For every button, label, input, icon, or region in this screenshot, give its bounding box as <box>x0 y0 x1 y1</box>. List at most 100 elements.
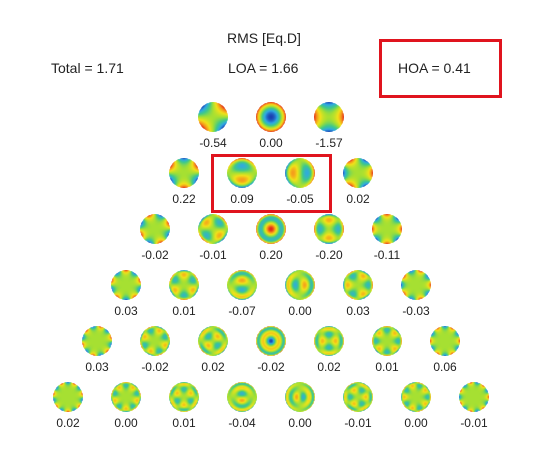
zernike-mode-6-3: -0.02 <box>256 326 286 374</box>
zernike-coefficient-label: 0.01 <box>172 304 196 318</box>
zernike-mode-4-4: -0.11 <box>372 214 402 262</box>
zernike-mode-map <box>343 382 373 412</box>
zernike-mode-2-0: -0.54 <box>198 102 228 150</box>
zernike-mode-7-4: 0.00 <box>285 382 315 430</box>
zernike-mode-5-4: 0.03 <box>343 270 373 318</box>
zernike-coefficient-label: -0.05 <box>286 192 314 206</box>
zernike-coefficient-label: -0.02 <box>141 360 169 374</box>
zernike-mode-3-1: 0.09 <box>227 158 257 206</box>
zernike-mode-3-2: -0.05 <box>285 158 315 206</box>
zernike-coefficient-label: -0.02 <box>141 248 169 262</box>
zernike-mode-map <box>111 270 141 300</box>
zernike-mode-5-3: 0.00 <box>285 270 315 318</box>
zernike-mode-map <box>169 158 199 188</box>
zernike-coefficient-label: 0.00 <box>288 304 312 318</box>
zernike-coefficient-label: 0.06 <box>433 360 457 374</box>
zernike-mode-6-2: 0.02 <box>198 326 228 374</box>
zernike-mode-map <box>198 102 228 132</box>
zernike-mode-map <box>169 270 199 300</box>
zernike-coefficient-label: -0.01 <box>199 248 227 262</box>
zernike-mode-map <box>401 382 431 412</box>
zernike-mode-map <box>82 326 112 356</box>
zernike-mode-map <box>198 326 228 356</box>
loa-rms-label: LOA = 1.66 <box>228 60 299 76</box>
zernike-coefficient-label: 0.02 <box>201 360 225 374</box>
zernike-mode-map <box>227 158 257 188</box>
zernike-mode-4-2: 0.20 <box>256 214 286 262</box>
zernike-mode-map <box>401 270 431 300</box>
zernike-mode-5-0: 0.03 <box>111 270 141 318</box>
hoa-rms-label: HOA = 0.41 <box>398 60 471 76</box>
zernike-coefficient-label: -0.54 <box>199 136 227 150</box>
zernike-mode-7-2: 0.01 <box>169 382 199 430</box>
zernike-coefficient-label: 0.01 <box>172 416 196 430</box>
zernike-mode-5-1: 0.01 <box>169 270 199 318</box>
zernike-mode-6-5: 0.01 <box>372 326 402 374</box>
zernike-mode-map <box>53 382 83 412</box>
zernike-mode-map <box>285 270 315 300</box>
zernike-coefficient-label: 0.03 <box>114 304 138 318</box>
zernike-coefficient-label: -1.57 <box>315 136 343 150</box>
zernike-mode-7-0: 0.02 <box>53 382 83 430</box>
zernike-coefficient-label: 0.01 <box>375 360 399 374</box>
zernike-mode-map <box>227 270 257 300</box>
zernike-mode-map <box>343 158 373 188</box>
zernike-mode-map <box>285 382 315 412</box>
zernike-mode-map <box>227 382 257 412</box>
zernike-coefficient-label: 0.03 <box>85 360 109 374</box>
zernike-mode-3-0: 0.22 <box>169 158 199 206</box>
zernike-mode-2-2: -1.57 <box>314 102 344 150</box>
zernike-coefficient-label: 0.02 <box>317 360 341 374</box>
zernike-mode-map <box>140 214 170 244</box>
zernike-mode-5-5: -0.03 <box>401 270 431 318</box>
zernike-mode-7-6: 0.00 <box>401 382 431 430</box>
zernike-coefficient-label: -0.01 <box>460 416 488 430</box>
zernike-coefficient-label: 0.00 <box>404 416 428 430</box>
zernike-coefficient-label: 0.00 <box>259 136 283 150</box>
zernike-coefficient-label: -0.02 <box>257 360 285 374</box>
zernike-mode-4-3: -0.20 <box>314 214 344 262</box>
zernike-mode-map <box>169 382 199 412</box>
coma-highlight-box <box>211 154 332 213</box>
zernike-coefficient-label: -0.04 <box>228 416 256 430</box>
zernike-mode-6-1: -0.02 <box>140 326 170 374</box>
zernike-mode-map <box>314 102 344 132</box>
zernike-mode-6-4: 0.02 <box>314 326 344 374</box>
zernike-coefficient-label: 0.03 <box>346 304 370 318</box>
zernike-coefficient-label: -0.01 <box>344 416 372 430</box>
zernike-mode-map <box>198 214 228 244</box>
zernike-coefficient-label: 0.22 <box>172 192 196 206</box>
zernike-mode-4-1: -0.01 <box>198 214 228 262</box>
zernike-mode-map <box>372 326 402 356</box>
zernike-mode-map <box>285 158 315 188</box>
zernike-mode-3-3: 0.02 <box>343 158 373 206</box>
zernike-mode-map <box>459 382 489 412</box>
zernike-mode-map <box>314 214 344 244</box>
zernike-mode-6-0: 0.03 <box>82 326 112 374</box>
zernike-mode-map <box>314 326 344 356</box>
zernike-mode-7-3: -0.04 <box>227 382 257 430</box>
zernike-coefficient-label: 0.20 <box>259 248 283 262</box>
zernike-mode-map <box>111 382 141 412</box>
zernike-coefficient-label: 0.00 <box>114 416 138 430</box>
zernike-mode-6-6: 0.06 <box>430 326 460 374</box>
zernike-mode-map <box>140 326 170 356</box>
zernike-mode-map <box>343 270 373 300</box>
zernike-coefficient-label: -0.11 <box>374 248 401 262</box>
zernike-mode-map <box>256 214 286 244</box>
zernike-coefficient-label: 0.09 <box>230 192 254 206</box>
zernike-coefficient-label: 0.00 <box>288 416 312 430</box>
zernike-coefficient-label: -0.20 <box>315 248 343 262</box>
zernike-mode-7-5: -0.01 <box>343 382 373 430</box>
zernike-coefficient-label: 0.02 <box>346 192 370 206</box>
zernike-mode-7-1: 0.00 <box>111 382 141 430</box>
zernike-mode-map <box>256 102 286 132</box>
zernike-mode-2-1: 0.00 <box>256 102 286 150</box>
zernike-mode-map <box>256 326 286 356</box>
zernike-mode-map <box>430 326 460 356</box>
zernike-coefficient-label: -0.03 <box>402 304 430 318</box>
zernike-mode-5-2: -0.07 <box>227 270 257 318</box>
zernike-coefficient-label: -0.07 <box>228 304 256 318</box>
